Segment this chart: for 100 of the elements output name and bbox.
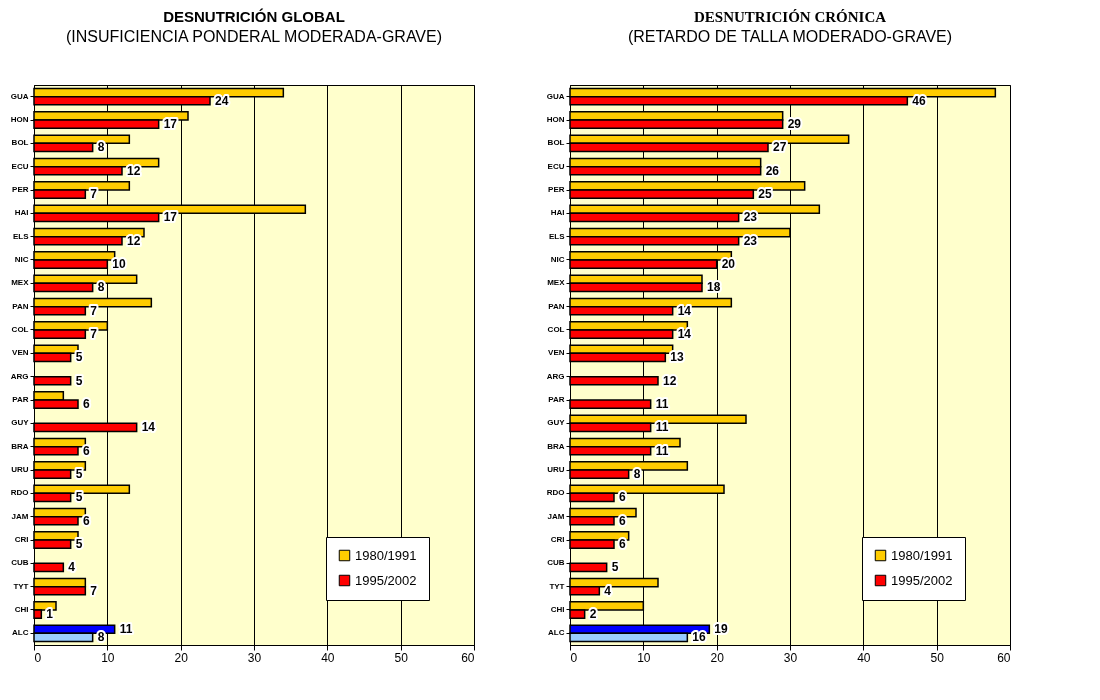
legend-label: 1980/1991 [891, 547, 953, 563]
data-label: 11 [655, 397, 669, 412]
data-label: 23 [743, 210, 758, 225]
y-tick-label: CUB [11, 558, 29, 568]
y-tick-label: URU [11, 465, 29, 474]
x-tick-label: 50 [930, 650, 945, 665]
data-label: 6 [619, 513, 626, 528]
y-tick-label: BRA [547, 441, 565, 451]
y-tick-label: TYT [549, 581, 565, 591]
y-tick-label: HON [10, 115, 29, 124]
data-label: 7 [90, 327, 98, 342]
data-label: 14 [677, 327, 692, 342]
data-label: 6 [83, 443, 90, 458]
data-label: 26 [765, 163, 780, 178]
y-tick-label: VEN [548, 348, 565, 358]
data-label: 5 [75, 373, 83, 388]
y-tick-label: PAN [548, 301, 565, 311]
y-tick-label: JAM [11, 511, 29, 521]
x-tick-label: 60 [461, 650, 475, 665]
x-tick-label: 0 [34, 650, 42, 665]
chart-title: DESNUTRICIÓN GLOBAL [163, 8, 345, 25]
data-label: 5 [75, 350, 83, 365]
data-label: 12 [127, 163, 141, 178]
y-tick-label: GUY [11, 418, 30, 428]
data-label: 10 [112, 257, 127, 272]
y-tick-label: HON [546, 115, 565, 124]
legend-label: 1995/2002 [891, 572, 953, 588]
y-tick-label: BOL [547, 138, 565, 148]
y-tick-label: ALC [548, 628, 565, 638]
x-tick-label: 20 [710, 650, 725, 665]
y-tick-label: CUB [547, 558, 565, 568]
y-tick-label: COL [11, 325, 29, 334]
y-tick-label: JAM [547, 511, 565, 521]
data-label: 5 [75, 490, 83, 505]
data-label: 12 [127, 233, 141, 248]
y-tick-label: PAR [12, 395, 29, 404]
chart-subtitle: (RETARDO DE TALLA MODERADO-GRAVE) [627, 28, 953, 45]
y-tick-label: ARG [10, 371, 29, 381]
y-tick-label: NIC [550, 255, 565, 264]
y-tick-label: RDO [546, 488, 565, 498]
x-tick-label: 10 [101, 650, 115, 665]
y-tick-label: NIC [14, 255, 29, 264]
data-label: 24 [215, 93, 229, 108]
data-label: 25 [758, 187, 773, 202]
data-label: 5 [75, 467, 83, 482]
y-tick-label: BOL [11, 138, 29, 148]
x-tick-label: 0 [570, 650, 578, 665]
data-label: 27 [773, 140, 787, 155]
data-label: 20 [721, 257, 736, 272]
x-tick-label: 40 [857, 650, 871, 665]
data-label: 5 [611, 560, 619, 575]
data-label: 14 [141, 420, 156, 435]
x-tick-label: 10 [637, 650, 651, 665]
data-label: 23 [743, 233, 758, 248]
legend-label: 1995/2002 [355, 572, 417, 588]
y-tick-label: URU [547, 465, 565, 474]
y-tick-label: ARG [546, 371, 565, 381]
y-tick-label: PER [12, 185, 29, 194]
data-label: 6 [619, 490, 626, 505]
x-tick-label: 30 [247, 650, 262, 665]
data-label: 16 [692, 630, 707, 645]
data-label: 13 [670, 350, 685, 365]
y-tick-label: GUA [546, 91, 565, 101]
y-tick-label: ECU [547, 161, 565, 171]
y-tick-label: HAI [550, 208, 565, 218]
x-tick-label: 60 [997, 650, 1011, 665]
x-tick-label: 20 [174, 650, 189, 665]
y-tick-label: CRI [14, 535, 29, 544]
data-label: 17 [163, 117, 178, 132]
y-tick-label: CHI [14, 605, 29, 614]
legend-label: 1980/1991 [355, 547, 417, 563]
data-label: 1 [46, 607, 54, 622]
y-tick-label: RDO [10, 488, 29, 498]
data-label: 6 [83, 397, 90, 412]
y-tick-label: PAN [12, 301, 29, 311]
data-label: 6 [83, 513, 90, 528]
x-tick-label: 50 [394, 650, 409, 665]
y-tick-label: ECU [11, 161, 29, 171]
y-tick-label: BRA [11, 441, 29, 451]
chart-title: DESNUTRICIÓN CRÓNICA [693, 9, 887, 25]
data-label: 11 [119, 622, 133, 637]
data-label: 7 [90, 187, 98, 202]
data-label: 5 [75, 537, 83, 552]
x-tick-label: 30 [783, 650, 798, 665]
y-tick-label: PER [548, 185, 565, 194]
data-label: 7 [90, 583, 98, 598]
data-label: 4 [604, 583, 612, 598]
data-label: 6 [619, 537, 626, 552]
data-label: 12 [663, 373, 677, 388]
data-label: 46 [912, 93, 927, 108]
y-tick-label: CHI [550, 605, 565, 614]
y-tick-label: TYT [13, 581, 29, 591]
data-label: 4 [68, 560, 76, 575]
data-label: 14 [677, 303, 692, 318]
y-tick-label: ELS [12, 231, 30, 241]
data-label: 2 [589, 607, 597, 622]
y-tick-label: MEX [547, 278, 566, 288]
y-tick-label: PAR [548, 395, 565, 404]
y-tick-label: HAI [14, 208, 29, 218]
x-tick-label: 40 [321, 650, 335, 665]
